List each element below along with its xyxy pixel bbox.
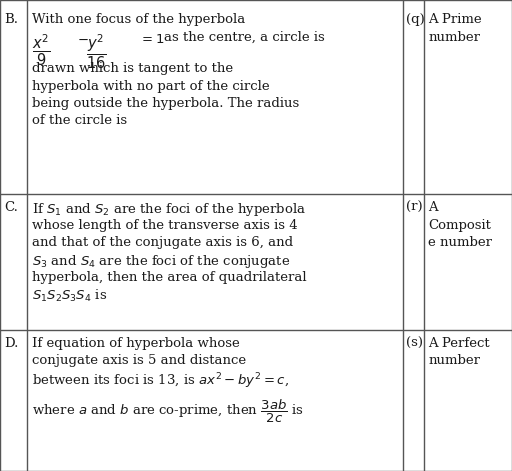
Text: D.: D. xyxy=(4,337,18,350)
Text: hyperbola, then the area of quadrilateral: hyperbola, then the area of quadrilatera… xyxy=(32,271,306,284)
Text: (s): (s) xyxy=(406,337,423,350)
Text: drawn which is tangent to the: drawn which is tangent to the xyxy=(32,62,233,75)
Text: A Perfect: A Perfect xyxy=(428,337,489,350)
Text: between its foci is 13, is $ax^2 - by^2 = c$,: between its foci is 13, is $ax^2 - by^2 … xyxy=(32,372,289,391)
Text: and that of the conjugate axis is 6, and: and that of the conjugate axis is 6, and xyxy=(32,236,293,249)
Text: Composit: Composit xyxy=(428,219,491,232)
Text: $S_1S_2S_3S_4$ is: $S_1S_2S_3S_4$ is xyxy=(32,288,107,304)
Text: A Prime: A Prime xyxy=(428,13,482,26)
Text: $\dfrac{y^2}{16}$: $\dfrac{y^2}{16}$ xyxy=(86,33,106,71)
Text: (q): (q) xyxy=(406,13,425,26)
Text: hyperbola with no part of the circle: hyperbola with no part of the circle xyxy=(32,80,269,93)
Text: conjugate axis is 5 and distance: conjugate axis is 5 and distance xyxy=(32,354,246,367)
Text: as the centre, a circle is: as the centre, a circle is xyxy=(164,31,325,44)
Text: C.: C. xyxy=(4,201,18,214)
Text: number: number xyxy=(428,354,480,367)
Text: $= 1$: $= 1$ xyxy=(139,33,165,46)
Text: If $S_1$ and $S_2$ are the foci of the hyperbola: If $S_1$ and $S_2$ are the foci of the h… xyxy=(32,201,306,218)
Text: whose length of the transverse axis is 4: whose length of the transverse axis is 4 xyxy=(32,219,297,232)
Text: With one focus of the hyperbola: With one focus of the hyperbola xyxy=(32,13,245,26)
Text: e number: e number xyxy=(428,236,492,249)
Text: where $a$ and $b$ are co-prime, then $\dfrac{3ab}{2c}$ is: where $a$ and $b$ are co-prime, then $\d… xyxy=(32,398,304,425)
Text: of the circle is: of the circle is xyxy=(32,114,127,128)
Text: A: A xyxy=(428,201,438,214)
Text: being outside the hyperbola. The radius: being outside the hyperbola. The radius xyxy=(32,97,299,110)
Text: B.: B. xyxy=(4,13,18,26)
Text: (r): (r) xyxy=(406,201,422,214)
Text: number: number xyxy=(428,31,480,44)
Text: $\dfrac{x^2}{9}$: $\dfrac{x^2}{9}$ xyxy=(32,33,51,68)
Text: $S_3$ and $S_4$ are the foci of the conjugate: $S_3$ and $S_4$ are the foci of the conj… xyxy=(32,253,290,270)
Text: If equation of hyperbola whose: If equation of hyperbola whose xyxy=(32,337,240,350)
Text: $-$: $-$ xyxy=(77,33,89,46)
